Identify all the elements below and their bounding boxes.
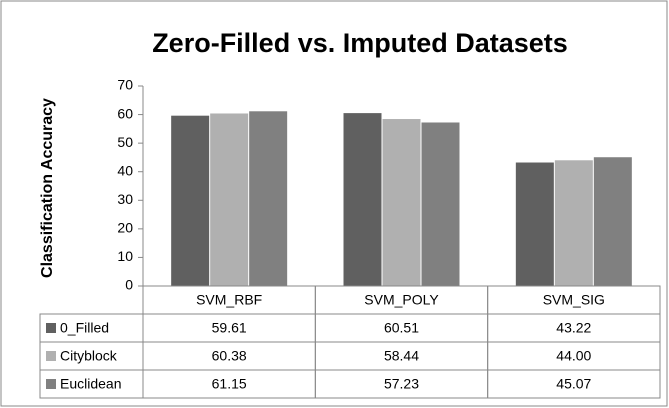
table-cell	[487, 369, 661, 399]
legend-label: Cityblock	[60, 348, 118, 364]
table-value: 60.51	[384, 320, 419, 336]
y-tick-label: 30	[117, 191, 133, 207]
y-tick-label: 50	[117, 134, 133, 150]
x-tick-label: SVM_SIG	[543, 292, 605, 308]
x-tick-label: SVM_RBF	[196, 292, 262, 308]
y-tick-label: 60	[117, 105, 133, 121]
table-value: 45.07	[556, 376, 591, 392]
table-value: 60.38	[212, 348, 247, 364]
bar	[343, 113, 382, 286]
y-tick-label: 40	[117, 162, 133, 178]
legend-key	[46, 351, 56, 361]
bar	[515, 162, 554, 286]
legend-label: Euclidean	[60, 376, 122, 392]
y-axis-label: Classification Accuracy	[39, 98, 56, 278]
table-value: 44.00	[556, 348, 591, 364]
y-tick-label: 70	[117, 77, 133, 93]
bar	[382, 119, 421, 287]
legend-key	[46, 323, 56, 333]
chart-title: Zero-Filled vs. Imputed Datasets	[152, 28, 568, 58]
bar	[593, 157, 632, 286]
table-value: 43.22	[556, 320, 591, 336]
y-tick-label: 20	[117, 220, 133, 236]
legend-label: 0_Filled	[60, 320, 109, 336]
x-tick-label: SVM_POLY	[364, 292, 439, 308]
bar	[249, 111, 288, 287]
table-value: 57.23	[384, 376, 419, 392]
bar	[171, 115, 210, 286]
y-tick-label: 10	[117, 248, 133, 264]
table-value: 58.44	[384, 348, 419, 364]
legend-key	[46, 379, 56, 389]
y-tick-label: 0	[125, 277, 133, 293]
table-value: 59.61	[212, 320, 247, 336]
bar	[421, 122, 460, 286]
bar	[210, 113, 249, 286]
table-value: 61.15	[212, 376, 247, 392]
bar	[554, 160, 593, 286]
